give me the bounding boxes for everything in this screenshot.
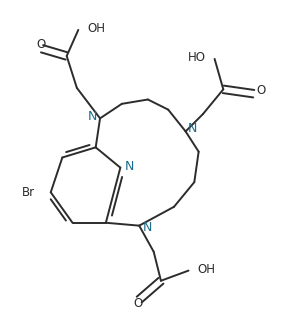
Text: N: N [188, 122, 197, 135]
Text: O: O [36, 38, 45, 51]
Text: Br: Br [22, 186, 35, 199]
Text: N: N [125, 160, 134, 173]
Text: N: N [143, 220, 152, 234]
Text: O: O [133, 297, 142, 311]
Text: N: N [88, 110, 97, 123]
Text: OH: OH [88, 22, 106, 35]
Text: O: O [256, 84, 266, 97]
Text: OH: OH [198, 263, 216, 276]
Text: HO: HO [188, 51, 206, 64]
